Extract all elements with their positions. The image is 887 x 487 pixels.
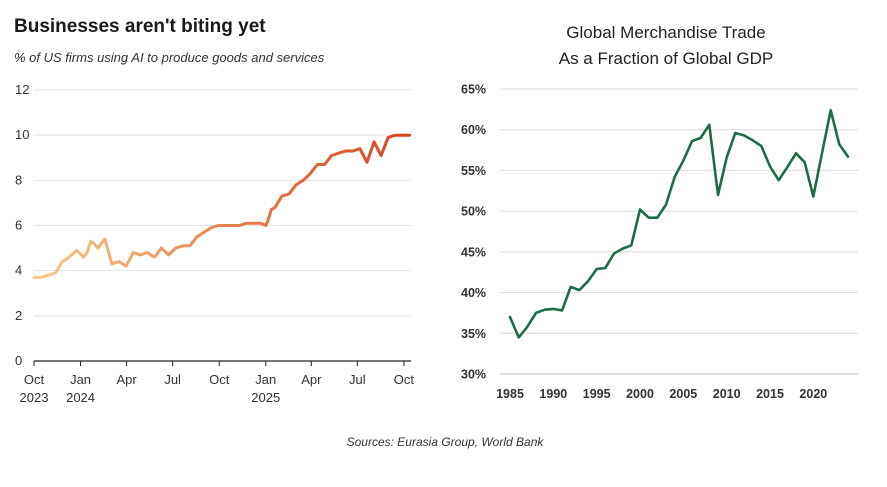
right-y-tick-label: 65%	[461, 83, 486, 97]
right-y-tick-label: 50%	[461, 205, 486, 219]
left-y-tick-label: 0	[15, 353, 22, 368]
right-y-tick-label: 45%	[461, 245, 486, 259]
source-note: Sources: Eurasia Group, World Bank	[347, 435, 545, 449]
chart-left: Businesses aren't biting yet % of US fir…	[14, 16, 414, 405]
right-series-group	[508, 108, 850, 339]
right-y-tick-labels: 30% 35% 40% 45% 50% 55% 60% 65%	[461, 83, 486, 382]
right-gridlines	[500, 88, 858, 375]
left-x-tick-label: Jul	[164, 372, 181, 387]
left-y-tick-label: 4	[15, 263, 22, 278]
left-y-tick-label: 2	[15, 308, 22, 323]
left-x-tick-label: Oct	[209, 372, 230, 387]
right-x-tick-label: 2015	[756, 387, 784, 401]
right-x-tick-label: 1995	[583, 387, 611, 401]
right-series-line	[508, 108, 850, 339]
left-y-tick-labels: 0 2 4 6 8 10 12	[15, 82, 29, 368]
right-x-tick-label: 2020	[799, 387, 827, 401]
right-chart-subtitle: As a Fraction of Global GDP	[559, 49, 773, 68]
left-x-tick-label: Jul	[349, 372, 366, 387]
right-x-tick-label: 2000	[626, 387, 654, 401]
right-x-tick-labels: 1985 1990 1995 2000 2005 2010 2015 2020	[496, 387, 827, 401]
right-chart-title: Global Merchandise Trade	[566, 23, 765, 42]
left-x-tick-label: Oct	[24, 372, 45, 387]
left-x-tick-label: Jan	[70, 372, 91, 387]
left-series-group	[32, 133, 411, 279]
left-y-tick-label: 12	[15, 82, 29, 97]
left-x-tick-label: Apr	[116, 372, 137, 387]
left-y-tick-label: 6	[15, 218, 22, 233]
left-series-line	[32, 133, 411, 279]
right-x-tick-label: 1985	[496, 387, 524, 401]
chart-right: Global Merchandise Trade As a Fraction o…	[461, 23, 858, 401]
left-chart-subtitle: % of US firms using AI to produce goods …	[14, 50, 325, 65]
right-y-tick-label: 35%	[461, 327, 486, 341]
left-x-tick-year: 2023	[20, 390, 49, 405]
right-y-tick-label: 60%	[461, 123, 486, 137]
right-x-tick-label: 2010	[713, 387, 741, 401]
right-y-tick-label: 55%	[461, 164, 486, 178]
left-gridlines	[34, 89, 411, 362]
left-x-tick-year: 2025	[251, 390, 280, 405]
left-x-tick-year: 2024	[66, 390, 95, 405]
right-x-tick-label: 2005	[669, 387, 697, 401]
left-chart-title: Businesses aren't biting yet	[14, 16, 266, 37]
left-x-tick-label: Jan	[255, 372, 276, 387]
left-x-tick-label: Oct	[394, 372, 415, 387]
left-y-tick-label: 10	[15, 127, 29, 142]
right-x-tick-label: 1990	[539, 387, 567, 401]
left-y-tick-label: 8	[15, 172, 22, 187]
left-x-tick-labels: Oct 2023 Jan 2024 Apr Jul Oct Jan 2025 Apr Jul Oct	[20, 361, 415, 405]
right-y-tick-label: 40%	[461, 286, 486, 300]
left-x-tick-label: Apr	[301, 372, 322, 387]
right-y-tick-label: 30%	[461, 368, 486, 382]
